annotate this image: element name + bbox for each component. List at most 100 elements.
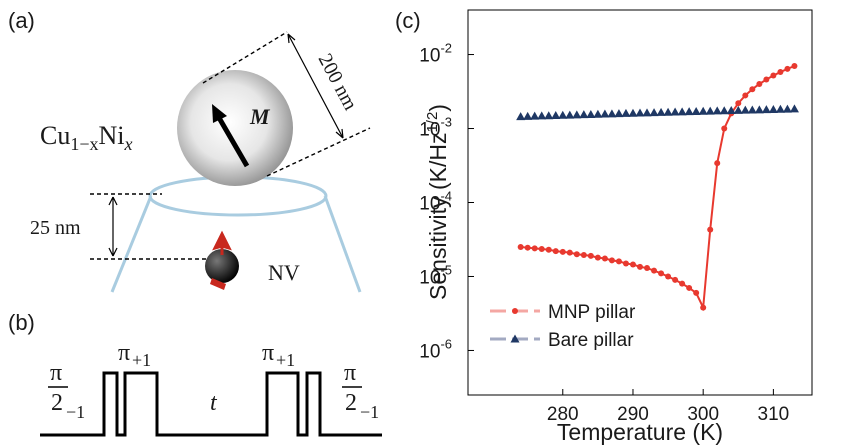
marker (608, 257, 615, 264)
marker (586, 109, 596, 118)
marker (733, 105, 743, 114)
marker (707, 226, 714, 233)
marker (565, 110, 575, 119)
marker (545, 246, 552, 253)
marker (524, 244, 531, 251)
moment-arrow (212, 104, 250, 168)
marker (672, 276, 679, 283)
pulse-labels: π 2 −1 π +1 t π +1 π 2 −1 (48, 340, 379, 422)
marker (712, 106, 722, 115)
marker (622, 260, 629, 267)
marker (594, 254, 601, 261)
x-tick-label: 290 (617, 404, 649, 425)
marker (684, 107, 694, 116)
marker (691, 106, 701, 115)
denominator: 2 (345, 390, 357, 416)
tick-base: 10 (419, 120, 440, 141)
marker (649, 108, 659, 117)
marker (516, 112, 526, 121)
marker (719, 106, 729, 115)
marker (579, 110, 589, 119)
tick-base: 10 (419, 267, 440, 288)
marker (644, 265, 651, 272)
marker (552, 248, 559, 255)
marker (670, 107, 680, 116)
text: ) (425, 104, 451, 112)
marker (635, 108, 645, 117)
marker (614, 109, 624, 118)
pi: π (118, 340, 130, 366)
legend-marker (512, 308, 518, 314)
marker (544, 111, 554, 120)
x-tick-label: 280 (547, 404, 579, 425)
nv-label: NV (268, 260, 300, 285)
nanoparticle (177, 70, 293, 186)
x-tick-label: 310 (758, 404, 790, 425)
marker (637, 263, 643, 270)
marker (537, 111, 547, 120)
subscript: +1 (276, 350, 295, 370)
panel-label: (c) (395, 8, 421, 33)
panel-label: (a) (8, 8, 35, 33)
marker (714, 160, 721, 167)
denominator: 2 (51, 390, 63, 416)
tick-exponent: -2 (440, 41, 452, 56)
pulse-sequence (40, 371, 382, 437)
tick-exponent: -4 (440, 189, 452, 204)
marker (693, 289, 700, 296)
marker (763, 76, 770, 83)
marker (665, 273, 672, 280)
marker (735, 100, 742, 107)
marker (777, 69, 784, 76)
marker (721, 125, 728, 132)
dimension-lines (90, 31, 371, 260)
marker (607, 109, 617, 118)
x-axis-label: Temperature (K) (557, 419, 723, 445)
y-tick-label: 10-6 (419, 336, 452, 362)
diameter-label: 200 nm (314, 50, 362, 114)
x-tick-label: 300 (687, 404, 719, 425)
tick-base: 10 (419, 46, 440, 67)
marker (566, 249, 573, 256)
marker (679, 280, 686, 287)
y-tick-label: 10-4 (419, 189, 452, 215)
material-label: Cu1−xNix (40, 121, 133, 154)
distance-label: 25 nm (30, 217, 81, 239)
nv-center (205, 230, 239, 290)
marker (754, 105, 764, 114)
marker (551, 110, 561, 119)
panel-label: (b) (8, 310, 35, 335)
moment-label: M (249, 104, 271, 129)
marker (531, 245, 538, 252)
marker (775, 104, 785, 113)
legend-label: Bare pillar (548, 330, 634, 351)
series-line (520, 65, 795, 312)
dimension-arrows (108, 33, 344, 257)
marker (789, 104, 799, 113)
marker (740, 105, 750, 114)
marker (628, 108, 638, 117)
superscript: 1/2 (424, 112, 441, 133)
marker (663, 107, 673, 116)
tick-base: 10 (419, 341, 440, 362)
marker (756, 80, 763, 87)
marker (658, 270, 665, 277)
marker (747, 105, 757, 114)
y-tick-label: 10-2 (419, 41, 452, 67)
marker (742, 92, 749, 99)
text: Ni (99, 121, 125, 150)
tick-exponent: -3 (440, 115, 452, 130)
marker (656, 107, 666, 116)
subscript: +1 (132, 350, 151, 370)
marker (558, 110, 568, 119)
subscript: −1 (360, 402, 379, 422)
subscript: x (124, 134, 133, 154)
marker (686, 284, 693, 291)
marker (642, 108, 652, 117)
marker (770, 72, 777, 79)
marker (677, 107, 687, 116)
marker (600, 109, 610, 118)
marker (761, 105, 771, 114)
marker (573, 251, 580, 258)
